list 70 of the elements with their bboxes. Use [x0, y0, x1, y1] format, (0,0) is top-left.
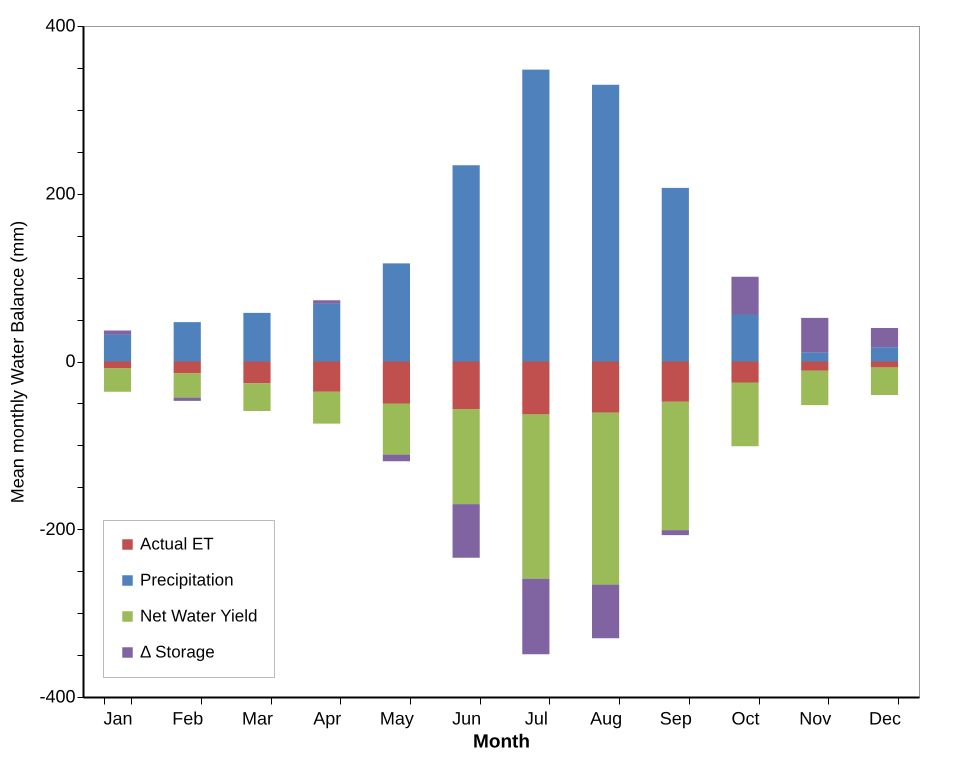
x-axis-title: Month	[473, 732, 530, 752]
bar	[731, 382, 759, 446]
bar	[662, 402, 689, 530]
bar	[522, 362, 550, 414]
bar	[870, 367, 898, 396]
bar	[870, 328, 898, 348]
bar	[522, 578, 550, 654]
y-tick-label: 200	[45, 183, 76, 204]
y-axis-title: Mean monthly Water Balance (mm)	[7, 220, 28, 504]
bar	[174, 398, 201, 401]
bar	[662, 362, 689, 402]
bar	[452, 362, 480, 410]
bar	[662, 188, 689, 362]
bar	[522, 414, 550, 579]
bar	[592, 362, 620, 413]
y-tick-label: 0	[65, 351, 76, 371]
bar	[243, 383, 271, 411]
bar	[731, 276, 759, 315]
bar	[592, 412, 620, 585]
bar	[801, 370, 828, 406]
bar	[592, 584, 620, 638]
bar	[313, 304, 340, 362]
bar	[382, 263, 410, 362]
bar	[382, 454, 410, 462]
bar	[243, 362, 271, 384]
bar	[870, 362, 898, 368]
legend-label: Net Water Yield	[140, 606, 258, 626]
bar	[313, 300, 340, 304]
bar	[382, 362, 410, 404]
x-tick-label: Jun	[452, 708, 482, 728]
bar	[870, 347, 898, 362]
bar	[104, 368, 132, 392]
bar	[174, 373, 201, 398]
bar	[104, 362, 132, 368]
y-tick-label: -400	[39, 686, 76, 706]
legend-label: Δ Storage	[140, 642, 215, 662]
legend-label: Actual ET	[140, 534, 214, 554]
bar	[382, 403, 410, 455]
bar	[452, 409, 480, 504]
bar	[522, 70, 550, 362]
bar	[313, 362, 340, 392]
x-tick-label: Jul	[524, 708, 548, 728]
x-tick-label: May	[380, 708, 414, 728]
bar	[174, 362, 201, 374]
bar	[801, 352, 828, 362]
bar	[313, 392, 340, 424]
x-tick-label: Mar	[242, 708, 273, 728]
bar	[801, 318, 828, 352]
x-tick-label: Dec	[868, 708, 901, 728]
x-tick-label: Jan	[104, 708, 133, 728]
y-tick-label: -200	[39, 518, 76, 539]
bar	[731, 314, 759, 362]
x-tick-label: Nov	[799, 708, 832, 728]
y-tick-label: 400	[45, 16, 76, 36]
bar	[104, 334, 132, 362]
bar	[801, 362, 828, 371]
x-tick-label: Oct	[732, 708, 760, 728]
x-tick-label: Sep	[660, 708, 692, 728]
legend-label: Precipitation	[140, 570, 234, 590]
bar	[243, 312, 271, 362]
bar	[592, 84, 620, 362]
bar	[104, 330, 132, 335]
x-tick-label: Aug	[590, 708, 622, 728]
bar	[174, 322, 201, 362]
bar	[452, 504, 480, 558]
x-tick-label: Feb	[172, 708, 204, 728]
bar	[662, 530, 689, 536]
x-tick-label: Apr	[313, 708, 342, 728]
bar	[452, 165, 480, 362]
bar	[731, 362, 759, 382]
